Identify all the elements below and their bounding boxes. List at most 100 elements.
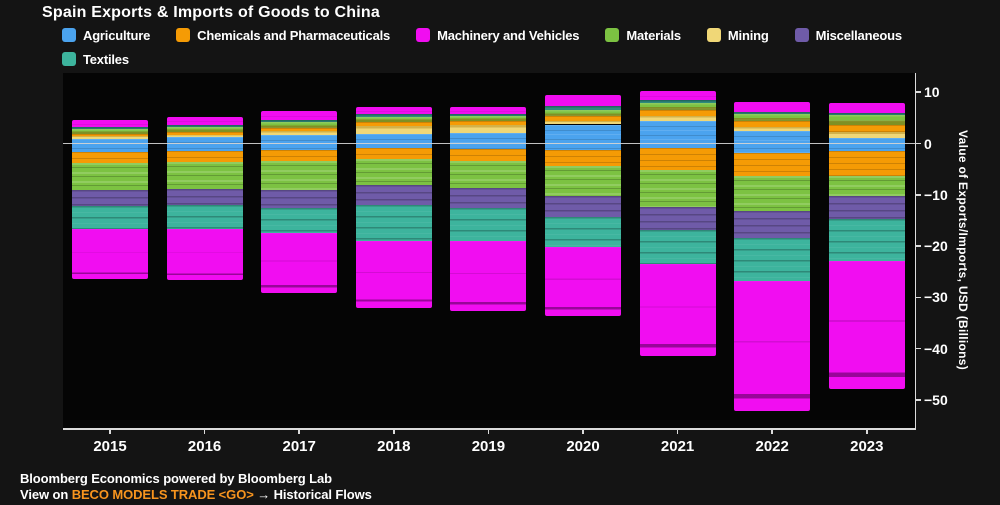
legend-row-1: Agriculture Chemicals and Pharmaceuticals…	[62, 27, 902, 43]
machinery-export-segment-2020	[545, 95, 621, 106]
x-tick-2018	[393, 430, 395, 434]
machinery-import-segment-2017	[261, 233, 338, 294]
chemicals-swatch	[176, 28, 191, 42]
materials-export-segment-2021	[639, 103, 716, 111]
agriculture-import-segment-2016	[166, 143, 243, 152]
textiles-export-segment-2023	[828, 113, 905, 115]
legend-item-miscellaneous[interactable]: Miscellaneous	[794, 28, 902, 43]
x-label-2017: 2017	[282, 438, 316, 455]
footer-command-line: View on BECO MODELS TRADE <GO> → Histori…	[20, 487, 372, 502]
x-label-2020: 2020	[566, 438, 600, 455]
textiles-export-segment-2018	[355, 114, 432, 118]
chemicals-import-segment-2016	[166, 151, 243, 163]
mining-swatch	[706, 28, 721, 42]
x-tick-2022	[771, 430, 773, 434]
x-label-2022: 2022	[755, 438, 789, 455]
chemicals-export-segment-2017	[261, 127, 338, 131]
machinery-export-segment-2022	[734, 101, 811, 112]
chemicals-export-segment-2016	[166, 132, 243, 135]
legend-label-agriculture: Agriculture	[83, 27, 151, 43]
machinery-swatch	[416, 28, 431, 42]
agriculture-swatch	[62, 28, 76, 42]
materials-import-segment-2020	[545, 165, 621, 196]
miscellaneous-swatch	[794, 28, 809, 42]
miscellaneous-import-segment-2015	[72, 189, 148, 206]
bar-2020	[545, 95, 621, 317]
agriculture-export-segment-2022	[734, 130, 811, 144]
footer-suffix: → Historical Flows	[253, 487, 372, 502]
chemicals-import-segment-2019	[450, 148, 527, 161]
chart-title: Spain Exports & Imports of Goods to Chin…	[42, 4, 380, 21]
bar-2017	[261, 111, 338, 294]
machinery-export-segment-2019	[450, 107, 527, 114]
agriculture-import-segment-2018	[355, 143, 432, 148]
textiles-import-segment-2022	[734, 237, 811, 281]
textiles-import-segment-2017	[261, 207, 338, 234]
legend-item-materials[interactable]: Materials	[605, 28, 681, 43]
machinery-import-segment-2020	[545, 247, 621, 317]
y-tick--40	[915, 347, 921, 350]
mining-export-segment-2018	[355, 125, 432, 135]
chemicals-export-segment-2022	[734, 121, 811, 127]
y-tick-label--50: −50	[924, 392, 948, 408]
x-tick-2020	[582, 430, 584, 434]
machinery-import-segment-2023	[828, 260, 905, 390]
materials-export-segment-2022	[734, 114, 811, 122]
materials-export-segment-2015	[72, 129, 148, 134]
legend-item-agriculture[interactable]: Agriculture	[62, 28, 150, 43]
agriculture-import-segment-2017	[261, 143, 338, 150]
legend-item-mining[interactable]: Mining	[706, 28, 769, 43]
chemicals-import-segment-2018	[355, 147, 432, 159]
textiles-export-segment-2022	[734, 111, 811, 115]
bar-2015	[72, 120, 148, 280]
textiles-export-segment-2017	[261, 119, 338, 123]
legend-item-textiles[interactable]: Textiles	[62, 52, 129, 67]
y-tick-label--40: −40	[924, 340, 948, 357]
miscellaneous-import-segment-2022	[734, 210, 811, 238]
machinery-import-segment-2015	[72, 228, 148, 280]
machinery-import-segment-2016	[166, 228, 243, 281]
x-tick-2021	[676, 430, 679, 434]
x-label-2015: 2015	[93, 438, 127, 455]
y-tick-0	[915, 142, 921, 145]
materials-import-segment-2019	[450, 160, 527, 188]
materials-export-segment-2017	[261, 122, 338, 128]
machinery-export-segment-2021	[639, 91, 716, 101]
miscellaneous-import-segment-2016	[166, 189, 243, 206]
machinery-export-segment-2018	[355, 107, 432, 115]
materials-swatch	[605, 28, 620, 42]
legend-label-chemicals: Chemicals and Pharmaceuticals	[197, 27, 391, 43]
beco-models-trade-go-link[interactable]: BECO MODELS TRADE <GO>	[71, 487, 254, 502]
x-tick-2023	[866, 430, 868, 434]
textiles-import-segment-2019	[450, 207, 527, 242]
legend-label-machinery: Machinery and Vehicles	[437, 27, 580, 43]
y-tick--10	[915, 194, 921, 196]
mining-export-segment-2021	[639, 115, 716, 121]
textiles-swatch	[62, 52, 76, 66]
machinery-export-segment-2017	[261, 111, 338, 120]
x-label-2021: 2021	[660, 438, 695, 455]
agriculture-export-segment-2021	[639, 120, 716, 144]
legend-label-textiles: Textiles	[83, 51, 129, 67]
footer-credit: Bloomberg Economics powered by Bloomberg…	[20, 471, 332, 486]
machinery-export-segment-2015	[72, 120, 148, 128]
legend-item-machinery[interactable]: Machinery and Vehicles	[416, 27, 580, 43]
agriculture-import-segment-2015	[72, 143, 148, 152]
legend-item-chemicals[interactable]: Chemicals and Pharmaceuticals	[176, 28, 390, 43]
bar-2019	[450, 107, 527, 312]
y-tick-label-0: 0	[924, 135, 932, 152]
agriculture-export-segment-2019	[450, 133, 527, 144]
x-tick-2016	[203, 430, 206, 434]
chemicals-import-segment-2020	[545, 150, 621, 166]
y-tick-label--10: −10	[924, 186, 948, 203]
textiles-export-segment-2020	[545, 105, 621, 110]
materials-export-segment-2020	[545, 109, 621, 116]
agriculture-import-segment-2019	[450, 143, 527, 149]
x-label-2023: 2023	[850, 438, 884, 455]
textiles-import-segment-2016	[166, 205, 243, 229]
textiles-export-segment-2021	[639, 100, 716, 104]
zero-baseline	[63, 142, 915, 144]
legend-label-materials: Materials	[626, 27, 681, 43]
miscellaneous-import-segment-2023	[828, 195, 905, 219]
materials-export-segment-2019	[450, 116, 527, 122]
